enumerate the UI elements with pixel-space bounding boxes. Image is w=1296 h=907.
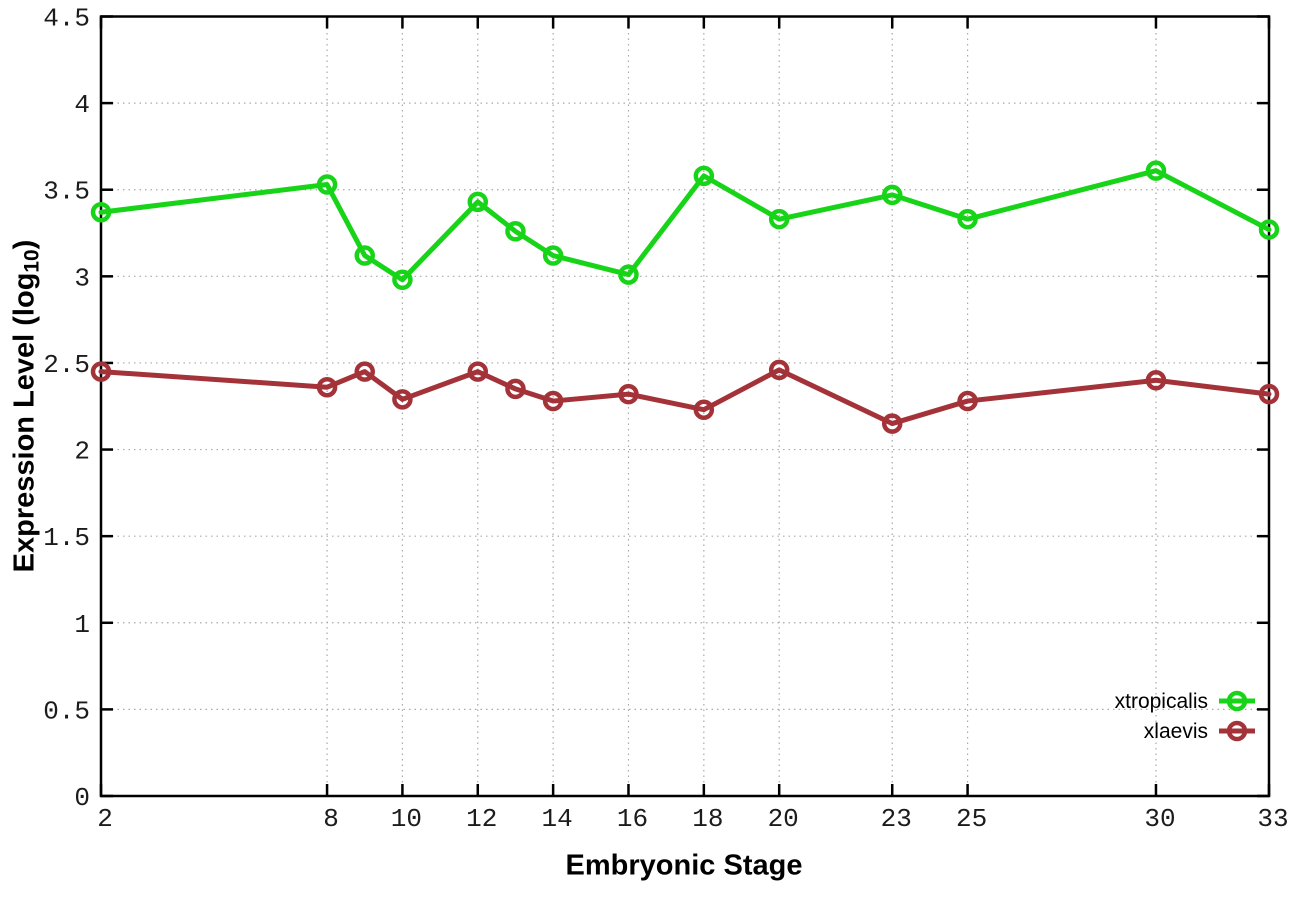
legend-entry-xlaevis: xlaevis bbox=[1115, 716, 1256, 746]
y-axis-title-subscript: 10 bbox=[20, 249, 44, 273]
series-line-xlaevis bbox=[98, 367, 1272, 427]
data-point-xtropicalis bbox=[542, 245, 564, 266]
x-axis-title: Embryonic Stage bbox=[565, 849, 803, 882]
y-tick-label: 3 bbox=[74, 263, 90, 293]
data-point-xtropicalis bbox=[768, 208, 790, 230]
data-point-xtropicalis bbox=[354, 245, 375, 266]
data-point-xlaevis bbox=[316, 376, 338, 398]
data-point-xlaevis bbox=[693, 399, 715, 420]
data-point-xtropicalis bbox=[316, 174, 338, 195]
y-axis-title-suffix: ) bbox=[8, 239, 41, 250]
data-point-xlaevis bbox=[354, 361, 375, 382]
legend-marker-icon bbox=[1219, 690, 1255, 712]
data-point-xtropicalis bbox=[881, 184, 903, 206]
y-tick-label: 4 bbox=[74, 90, 90, 120]
legend-circle bbox=[1226, 690, 1248, 712]
y-tick-label: 1.5 bbox=[43, 523, 90, 553]
y-tick-label: 0.5 bbox=[43, 696, 90, 726]
data-point-xlaevis bbox=[542, 390, 564, 412]
data-point-xtropicalis bbox=[467, 191, 489, 213]
y-tick-label: 3.5 bbox=[43, 177, 90, 207]
x-tick-label: 20 bbox=[768, 804, 799, 834]
data-point-xtropicalis bbox=[1258, 219, 1280, 240]
data-point-xlaevis bbox=[90, 361, 112, 382]
y-axis-title-text: Expression Level (log bbox=[8, 272, 41, 573]
y-tick-label: 4.5 bbox=[43, 4, 90, 34]
x-tick-label: 8 bbox=[323, 804, 339, 834]
data-point-xlaevis bbox=[392, 389, 413, 410]
y-tick-label: 2 bbox=[74, 437, 90, 467]
legend-label-xlaevis: xlaevis bbox=[1143, 719, 1208, 743]
data-point-xtropicalis bbox=[90, 201, 112, 223]
x-tick-label: 16 bbox=[617, 804, 648, 834]
data-point-xlaevis bbox=[467, 361, 489, 382]
legend-label-xtropicalis: xtropicalis bbox=[1114, 689, 1208, 713]
data-point-xtropicalis bbox=[618, 264, 639, 285]
plot-border bbox=[99, 15, 1271, 798]
data-point-xlaevis bbox=[881, 413, 903, 434]
data-point-xlaevis bbox=[505, 378, 526, 400]
legend-entry-xtropicalis: xtropicalis bbox=[1115, 686, 1256, 716]
data-point-xtropicalis bbox=[957, 208, 978, 230]
y-tick-label: 1 bbox=[74, 610, 90, 640]
series-line-xtropicalis bbox=[98, 168, 1272, 283]
data-point-xlaevis bbox=[957, 390, 978, 412]
x-tick-label: 23 bbox=[881, 804, 912, 834]
x-tick-label: 10 bbox=[391, 804, 422, 834]
y-tick-label: 2.5 bbox=[43, 350, 90, 380]
data-point-xlaevis bbox=[768, 359, 790, 381]
data-point-xlaevis bbox=[618, 383, 639, 405]
x-tick-label: 2 bbox=[97, 804, 113, 834]
x-tick-label: 33 bbox=[1257, 804, 1288, 834]
data-point-xtropicalis bbox=[693, 165, 715, 187]
data-point-xlaevis bbox=[1258, 383, 1280, 405]
data-point-xtropicalis bbox=[1145, 160, 1167, 181]
y-axis-title: Expression Level (log10) bbox=[8, 239, 44, 573]
x-tick-label: 25 bbox=[956, 804, 987, 834]
data-point-xlaevis bbox=[1145, 370, 1167, 391]
data-point-xtropicalis bbox=[505, 221, 526, 242]
x-tick-label: 14 bbox=[542, 804, 573, 834]
x-tick-label: 12 bbox=[466, 804, 497, 834]
x-tick-label: 30 bbox=[1144, 804, 1175, 834]
legend: xtropicalis xlaevis bbox=[1115, 686, 1256, 746]
legend-circle bbox=[1226, 720, 1248, 742]
legend-marker-icon bbox=[1219, 720, 1255, 742]
y-tick-label: 0 bbox=[74, 783, 90, 813]
x-tick-label: 18 bbox=[692, 804, 723, 834]
data-point-xtropicalis bbox=[392, 269, 413, 291]
